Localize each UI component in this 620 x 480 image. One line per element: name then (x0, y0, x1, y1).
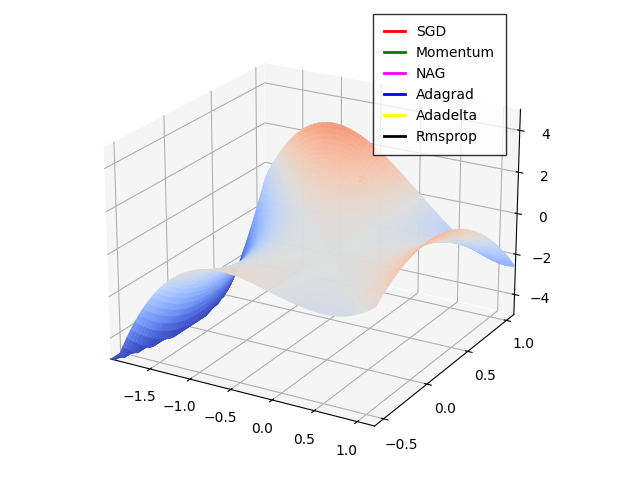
Legend: SGD, Momentum, NAG, Adagrad, Adadelta, Rmsprop: SGD, Momentum, NAG, Adagrad, Adadelta, R… (373, 14, 506, 155)
